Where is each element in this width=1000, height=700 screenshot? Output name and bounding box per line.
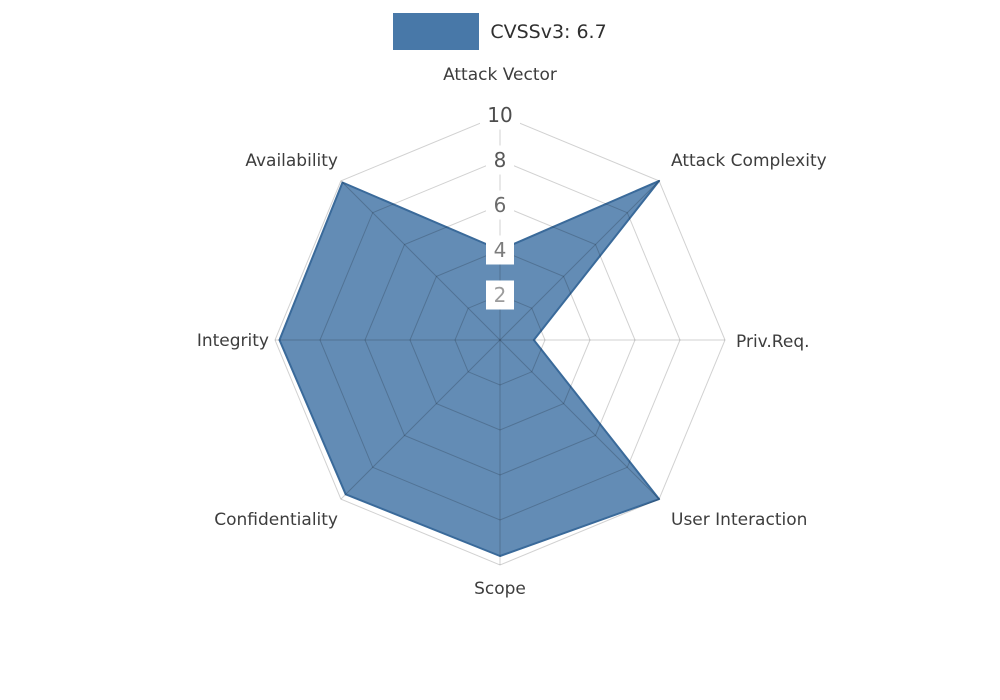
radial-tick-box xyxy=(480,100,520,130)
axis-label: Priv.Req. xyxy=(736,332,810,352)
radar-grid xyxy=(274,114,726,566)
radial-tick-label: 4 xyxy=(494,238,507,262)
radial-tick: 4 xyxy=(486,235,514,265)
grid-ring xyxy=(319,159,681,521)
radial-tick-label: 8 xyxy=(494,148,507,172)
radial-tick: 2 xyxy=(486,280,514,310)
radial-tick-box xyxy=(486,280,514,310)
radial-tick: 10 xyxy=(480,100,520,130)
grid-spoke xyxy=(499,180,660,341)
grid-spoke xyxy=(340,339,501,500)
grid-ring xyxy=(409,249,591,431)
axis-label: Availability xyxy=(245,151,338,171)
axis-label: Attack Complexity xyxy=(671,151,827,171)
grid-spoke xyxy=(499,339,660,500)
radial-tick-label: 6 xyxy=(494,193,507,217)
axis-label: Attack Vector xyxy=(443,65,557,85)
axis-label: User Interaction xyxy=(671,510,807,530)
axis-label: Scope xyxy=(474,579,526,599)
radial-tick-box xyxy=(486,190,514,220)
data-series-polygon xyxy=(278,179,661,557)
axis-label: Confidentiality xyxy=(214,510,338,530)
radial-tick-box xyxy=(486,145,514,175)
grid-ring xyxy=(364,204,636,476)
radial-tick-box xyxy=(486,235,514,265)
grid-ring xyxy=(454,294,546,386)
grid-ring xyxy=(274,114,726,566)
radial-tick: 8 xyxy=(486,145,514,175)
radial-tick-label: 2 xyxy=(494,283,507,307)
grid-spoke xyxy=(340,180,501,341)
radial-tick: 6 xyxy=(486,190,514,220)
radial-tick-label: 10 xyxy=(487,103,512,127)
axis-label: Integrity xyxy=(197,331,269,351)
